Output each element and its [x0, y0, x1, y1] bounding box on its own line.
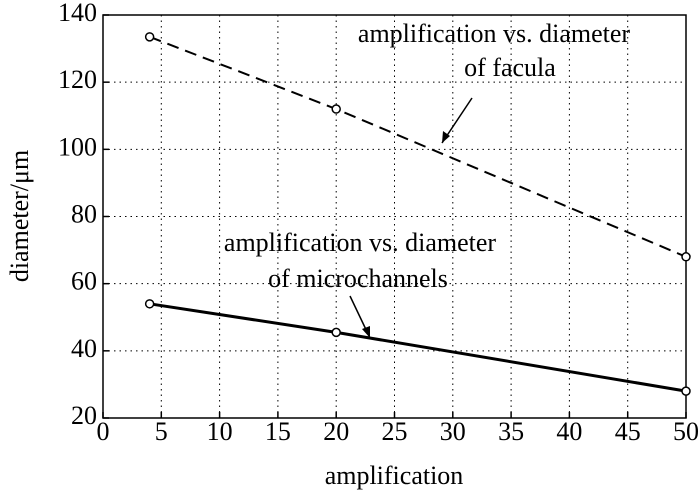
x-tick-label: 35	[498, 417, 524, 446]
x-tick-label: 5	[155, 417, 168, 446]
x-tick-label: 30	[440, 417, 466, 446]
y-tick-label: 40	[71, 334, 97, 363]
annotation: of microchannels	[268, 264, 448, 293]
y-axis-label: diameter/μm	[5, 150, 34, 282]
x-tick-label: 20	[323, 417, 349, 446]
x-tick-label: 45	[615, 417, 641, 446]
point-marker	[331, 104, 341, 114]
point-marker	[681, 386, 691, 396]
arrow-head	[442, 131, 450, 143]
y-tick-label: 100	[58, 132, 97, 161]
annotation: amplification vs. diameter	[224, 228, 497, 257]
y-tick-label: 60	[71, 267, 97, 296]
point-marker	[144, 299, 155, 309]
point-marker	[144, 32, 155, 42]
x-tick-label: 15	[265, 417, 291, 446]
x-tick-label: 50	[673, 417, 699, 446]
annotation: amplification vs. diameter	[358, 19, 631, 48]
y-tick-label: 140	[58, 0, 97, 27]
x-tick-label: 0	[97, 417, 110, 446]
y-tick-label: 120	[58, 65, 97, 94]
x-tick-label: 40	[556, 417, 582, 446]
x-tick-label: 10	[207, 417, 233, 446]
annotation: of facula	[464, 53, 556, 82]
x-axis-label: amplification	[325, 461, 464, 490]
arrow-head	[362, 326, 370, 338]
marks	[144, 32, 691, 396]
point-marker	[681, 252, 691, 262]
y-tick-label: 80	[71, 199, 97, 228]
y-tick-label: 20	[71, 401, 97, 430]
x-tick-label: 25	[382, 417, 408, 446]
point-marker	[331, 327, 341, 338]
